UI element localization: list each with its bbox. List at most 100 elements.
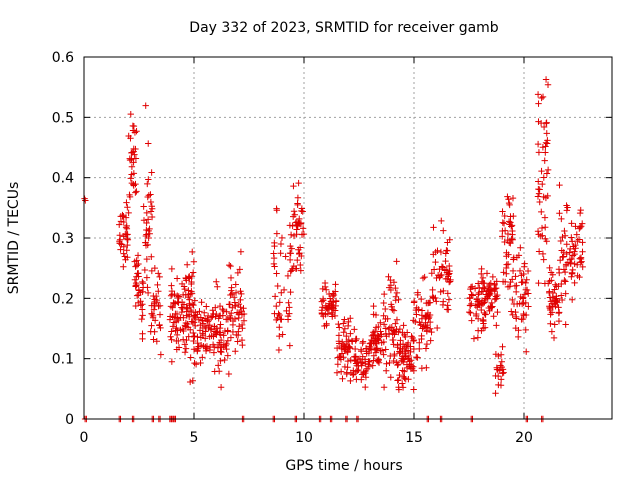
data-point: [192, 322, 199, 330]
data-point: [273, 302, 280, 310]
x-axis-label: GPS time / hours: [285, 458, 402, 474]
data-point: [509, 311, 516, 319]
data-point: [430, 224, 437, 231]
data-point: [275, 346, 283, 354]
data-point: [381, 290, 388, 298]
data-point: [487, 280, 494, 287]
data-point: [188, 273, 196, 280]
data-point: [329, 313, 336, 320]
data-point: [196, 308, 203, 315]
data-point: [491, 285, 499, 292]
data-point: [494, 372, 502, 380]
data-point: [131, 151, 138, 158]
data-point: [217, 384, 225, 391]
data-point: [197, 359, 204, 367]
data-point: [117, 218, 125, 225]
data-point: [236, 266, 243, 273]
data-point: [518, 272, 525, 279]
data-point: [405, 355, 413, 363]
data-point: [229, 328, 237, 336]
data-point: [387, 276, 394, 284]
data-point: [238, 336, 246, 344]
data-point: [179, 336, 187, 343]
data-point: [480, 317, 487, 325]
data-point: [423, 340, 431, 348]
data-point: [145, 140, 152, 147]
data-point: [568, 296, 576, 303]
data-point: [499, 219, 506, 226]
data-point: [124, 241, 131, 249]
data-point: [181, 285, 188, 293]
data-point: [273, 316, 280, 324]
data-point: [140, 203, 147, 210]
data-point: [499, 208, 506, 215]
data-point: [135, 291, 142, 299]
data-point: [271, 293, 279, 300]
data-point: [542, 224, 549, 231]
data-point: [357, 346, 365, 353]
data-point: [131, 129, 139, 136]
data-point: [546, 277, 553, 285]
data-point: [144, 180, 151, 188]
data-point: [120, 218, 127, 226]
data-points: [81, 76, 586, 423]
data-point: [519, 295, 527, 302]
data-point: [125, 209, 132, 217]
data-point: [134, 252, 142, 259]
data-point: [217, 321, 224, 328]
data-point: [391, 331, 398, 338]
data-point: [226, 301, 234, 308]
data-point: [182, 319, 190, 327]
data-point: [123, 235, 131, 243]
data-point: [133, 292, 141, 299]
data-point: [341, 325, 349, 332]
data-point: [138, 315, 145, 323]
data-point: [496, 367, 503, 374]
data-point: [438, 263, 446, 270]
data-point: [212, 304, 219, 311]
data-point: [333, 369, 341, 376]
data-point: [174, 315, 181, 322]
data-point: [430, 266, 438, 273]
data-point: [535, 178, 542, 185]
data-point: [351, 345, 359, 353]
data-point: [387, 374, 394, 381]
data-point: [365, 361, 372, 368]
data-point: [523, 348, 530, 355]
data-point: [499, 278, 507, 285]
data-point: [292, 265, 300, 272]
data-point: [155, 270, 162, 277]
data-point: [182, 345, 190, 352]
data-point: [479, 274, 487, 282]
data-point: [474, 297, 482, 305]
data-point: [468, 300, 475, 308]
data-point: [130, 159, 137, 166]
x-tick-label: 15: [405, 430, 423, 446]
data-point: [486, 292, 493, 299]
data-point: [363, 350, 370, 357]
data-point: [540, 256, 547, 263]
data-point: [150, 336, 157, 343]
data-point: [470, 335, 478, 342]
data-point: [278, 289, 285, 296]
data-point: [139, 330, 146, 337]
data-point: [506, 201, 513, 209]
data-point: [235, 328, 242, 335]
data-point: [211, 343, 218, 351]
data-point: [428, 270, 435, 277]
data-point: [518, 316, 525, 323]
data-point: [153, 338, 160, 345]
data-point: [234, 269, 242, 277]
data-point: [128, 163, 136, 170]
data-point: [423, 364, 430, 372]
data-point: [388, 303, 395, 310]
data-point: [540, 123, 548, 131]
x-tick-label: 0: [80, 430, 89, 446]
data-point: [169, 304, 176, 311]
data-point: [534, 228, 542, 235]
data-point: [299, 208, 306, 215]
data-point: [573, 231, 580, 238]
data-point: [277, 249, 284, 257]
data-point: [552, 281, 559, 288]
data-point: [183, 336, 190, 344]
